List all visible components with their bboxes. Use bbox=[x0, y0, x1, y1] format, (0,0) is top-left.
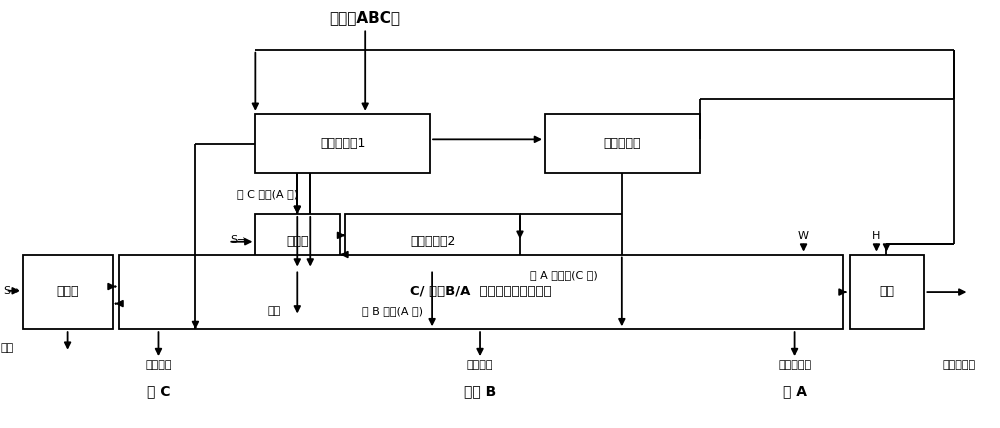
Text: 稀土皿: 稀土皿 bbox=[287, 235, 309, 248]
Text: 纯 A: 纯 A bbox=[783, 384, 807, 398]
Bar bbox=[850, 255, 924, 329]
Text: 空白有机相: 空白有机相 bbox=[943, 360, 976, 371]
Text: 料液（ABC）: 料液（ABC） bbox=[330, 10, 401, 25]
Text: 富 C 水相(A 低): 富 C 水相(A 低) bbox=[237, 188, 298, 199]
Text: C/ 高纯B/A  高纯三出口萌取分离: C/ 高纯B/A 高纯三出口萌取分离 bbox=[410, 285, 551, 298]
Bar bbox=[545, 114, 700, 173]
Text: 废水: 废水 bbox=[1, 343, 14, 354]
Text: 预分萌取段2: 预分萌取段2 bbox=[410, 235, 455, 248]
Text: S→: S→ bbox=[230, 235, 247, 244]
Text: 废水: 废水 bbox=[267, 306, 281, 316]
Text: 富 B 水相(A 低): 富 B 水相(A 低) bbox=[362, 306, 423, 316]
Bar bbox=[255, 114, 430, 173]
Bar bbox=[345, 214, 520, 270]
Bar bbox=[23, 255, 113, 329]
Text: 水相出口: 水相出口 bbox=[145, 360, 172, 371]
Text: 预分洗涤段: 预分洗涤段 bbox=[604, 137, 641, 150]
Text: 预分萌取段1: 预分萌取段1 bbox=[320, 137, 365, 150]
Bar bbox=[119, 255, 843, 329]
Text: 反萌液出口: 反萌液出口 bbox=[778, 360, 811, 371]
Bar bbox=[255, 214, 340, 270]
Text: 稀土皿: 稀土皿 bbox=[56, 285, 79, 298]
Text: 反萌: 反萌 bbox=[879, 285, 894, 298]
Text: 纯 C: 纯 C bbox=[147, 384, 170, 398]
Text: S→: S→ bbox=[4, 286, 20, 296]
Text: 富 A 有机相(C 低): 富 A 有机相(C 低) bbox=[530, 270, 598, 279]
Text: 第三出口: 第三出口 bbox=[467, 360, 493, 371]
Text: 高纯 B: 高纯 B bbox=[464, 384, 496, 398]
Text: W: W bbox=[798, 231, 809, 241]
Text: H: H bbox=[872, 231, 881, 241]
